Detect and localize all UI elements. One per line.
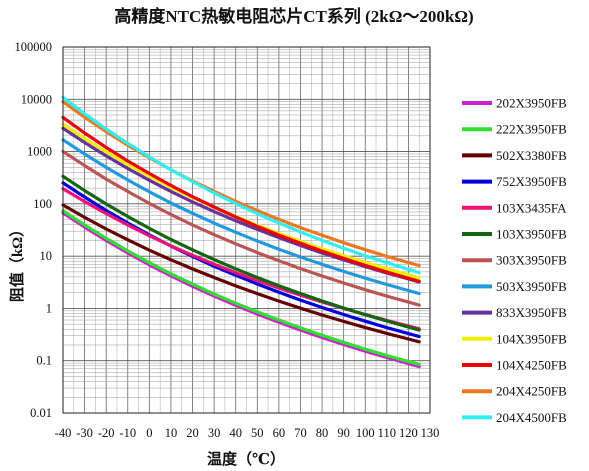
x-tick-label: 100 <box>356 426 375 440</box>
legend-label: 104X3950FB <box>496 331 567 346</box>
y-axis-label: 阻值（kΩ） <box>8 222 26 302</box>
series-line-752X3950FB <box>61 181 421 339</box>
x-tick-label: 30 <box>208 426 221 440</box>
y-axis-ticks: 0.01 0.1 1 10 100 1000 10000 100000 <box>15 40 53 420</box>
x-tick-label: -20 <box>98 426 115 440</box>
series-line-202X3950FB <box>61 211 421 369</box>
legend-label: 103X3950FB <box>496 227 567 242</box>
legend-label: 104X4250FB <box>496 358 567 373</box>
legend-label: 103X3435FA <box>496 200 567 215</box>
x-tick-label: 0 <box>146 426 152 440</box>
y-tick-label: 100 <box>33 197 52 211</box>
x-tick-label: 70 <box>294 426 307 440</box>
y-tick-label: 1 <box>46 301 52 315</box>
x-tick-label: -40 <box>55 426 72 440</box>
x-tick-label: 10 <box>165 426 178 440</box>
series-line-503X3950FB <box>61 138 421 296</box>
x-tick-label: -30 <box>76 426 93 440</box>
legend-label: 833X3950FB <box>496 305 567 320</box>
x-tick-label: 90 <box>337 426 350 440</box>
series-line-204X4500FB <box>61 95 421 275</box>
legend-label: 303X3950FB <box>496 253 567 268</box>
y-tick-label: 0.1 <box>36 354 52 368</box>
legend: 202X3950FB 222X3950FB 502X3380FB 752X3950FB… <box>462 96 567 425</box>
x-tick-label: 60 <box>273 426 286 440</box>
series-line-204X4250FB <box>61 100 421 268</box>
series-line-104X4250FB <box>61 115 421 283</box>
x-tick-label: 130 <box>421 426 440 440</box>
legend-label: 222X3950FB <box>496 122 567 137</box>
y-tick-label: 10 <box>40 249 53 263</box>
y-tick-label: 1000 <box>27 145 52 159</box>
x-tick-label: 120 <box>399 426 418 440</box>
legend-label: 202X3950FB <box>496 96 567 111</box>
y-tick-label: 100000 <box>15 40 53 54</box>
x-tick-label: 80 <box>316 426 329 440</box>
chart-title: 高精度NTC热敏电阻芯片CT系列 (2kΩ～200kΩ) <box>114 6 473 26</box>
x-tick-label: -10 <box>119 426 136 440</box>
x-axis-label: 温度（℃） <box>207 450 285 468</box>
x-tick-label: 50 <box>251 426 264 440</box>
legend-label: 752X3950FB <box>496 174 567 189</box>
series-line-303X3950FB <box>61 149 421 307</box>
series-line-502X3380FB <box>61 203 421 344</box>
y-tick-label: 0.01 <box>30 406 52 420</box>
x-axis-ticks: -40 -30 -20 -10 0 10 20 30 40 50 60 70 80 90 100 110 120… <box>55 426 440 440</box>
plot-grid <box>62 47 431 414</box>
legend-label: 204X4250FB <box>496 384 567 399</box>
series-line-103X3950FB <box>61 174 421 332</box>
legend-label: 204X4500FB <box>496 410 567 425</box>
x-tick-label: 20 <box>186 426 199 440</box>
plot-series <box>61 95 421 369</box>
series-line-222X3950FB <box>61 209 421 366</box>
plot-frame <box>62 46 431 414</box>
legend-label: 502X3380FB <box>496 148 567 163</box>
x-tick-label: 110 <box>378 426 396 440</box>
y-tick-label: 10000 <box>21 92 52 106</box>
legend-label: 503X3950FB <box>496 279 567 294</box>
x-tick-label: 40 <box>229 426 242 440</box>
